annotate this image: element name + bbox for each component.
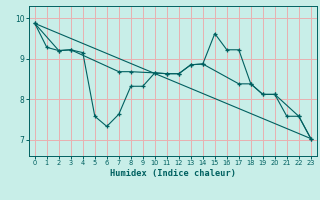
X-axis label: Humidex (Indice chaleur): Humidex (Indice chaleur) [110,169,236,178]
